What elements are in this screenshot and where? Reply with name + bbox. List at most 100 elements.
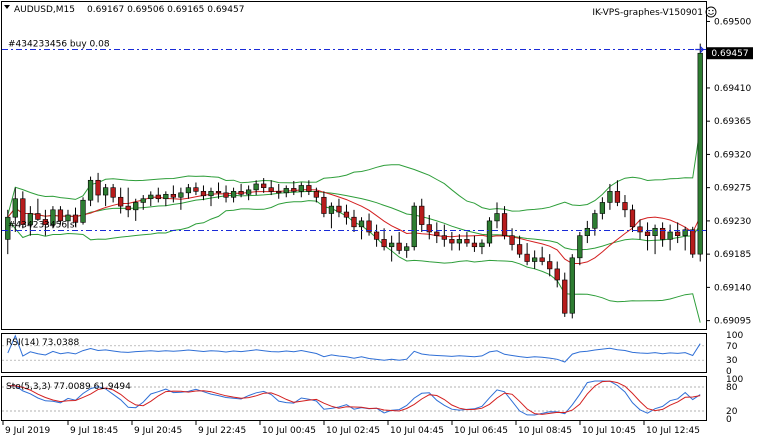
candle xyxy=(336,198,342,218)
price-tick-label: 0.69320 xyxy=(714,150,751,160)
time-tick-label: 9 Jul 20:45 xyxy=(134,426,182,436)
candle xyxy=(577,231,583,266)
candle xyxy=(306,180,312,196)
price-tick-label: 0.69275 xyxy=(714,184,751,194)
candle xyxy=(501,206,508,240)
candle xyxy=(87,176,94,207)
candle xyxy=(50,206,56,229)
candle xyxy=(125,187,131,218)
candle xyxy=(426,214,432,240)
candle xyxy=(675,222,681,244)
stoch-label: Sto(5,3,3) 77.0089 61.9494 xyxy=(6,382,131,392)
time-tick-label: 10 Jul 00:45 xyxy=(262,426,316,436)
candle xyxy=(494,202,500,229)
stoch-level-label: 80 xyxy=(726,383,738,393)
candle xyxy=(298,182,304,198)
candle xyxy=(268,180,274,196)
candle xyxy=(193,182,199,196)
candle xyxy=(509,228,515,251)
candle xyxy=(464,231,470,247)
candle xyxy=(57,206,64,225)
candle xyxy=(200,185,207,201)
current-price-tag: 0.69457 xyxy=(707,47,753,60)
candle xyxy=(434,222,440,244)
candle xyxy=(65,209,71,229)
candle xyxy=(366,213,372,236)
candle xyxy=(539,246,545,266)
candle xyxy=(614,180,621,207)
candle xyxy=(170,185,176,203)
candle xyxy=(599,197,606,220)
rsi-level-label: 100 xyxy=(726,331,743,341)
smiley-icon[interactable] xyxy=(705,6,717,18)
price-tick-label: 0.69185 xyxy=(714,250,751,260)
price-tick-label: 0.69365 xyxy=(714,117,751,127)
price-scale: 0.69500 0.69410 0.69365 0.69320 0.69275 0.692… xyxy=(706,17,751,327)
candle xyxy=(690,226,696,258)
candle xyxy=(396,231,402,255)
current-price: 0.69457 xyxy=(711,49,748,59)
main-panel-frame xyxy=(1,1,707,330)
candle xyxy=(223,185,229,203)
candle xyxy=(569,254,575,319)
candle xyxy=(659,222,666,247)
candle xyxy=(133,198,139,221)
buy-arrow-icon xyxy=(695,46,705,53)
candle xyxy=(5,209,11,255)
upper-band xyxy=(7,127,701,216)
candle xyxy=(373,224,380,247)
candle xyxy=(118,187,124,214)
candle xyxy=(245,185,252,201)
candle xyxy=(110,183,116,203)
candles xyxy=(5,43,703,319)
candle xyxy=(622,195,628,218)
price-tick-label: 0.69230 xyxy=(714,217,751,227)
candle xyxy=(456,234,463,251)
candle xyxy=(471,235,478,252)
candle xyxy=(524,243,530,266)
rsi-label: RSI(14) 73.0388 xyxy=(6,338,79,348)
stoch-signal-line xyxy=(7,380,701,415)
time-tick-label: 9 Jul 22:45 xyxy=(198,426,246,436)
stoch-grid xyxy=(2,386,706,412)
candle xyxy=(449,231,455,251)
candle xyxy=(155,187,161,203)
candle xyxy=(261,178,267,193)
time-tick-label: 10 Jul 12:45 xyxy=(646,426,700,436)
account-label: IK-VPS-graphes-V150901 xyxy=(592,8,703,18)
price-tick-label: 0.69410 xyxy=(714,84,751,94)
candle xyxy=(389,235,395,262)
candle xyxy=(208,187,214,207)
candle xyxy=(584,220,590,244)
time-axis: 9 Jul 2019 9 Jul 18:45 9 Jul 20:45 9 Jul 22… xyxy=(2,421,700,436)
candle xyxy=(547,254,553,277)
candle xyxy=(313,187,319,203)
candle xyxy=(253,180,259,196)
chart-header: AUDUSD,M15 0.69167 0.69506 0.69165 0.694… xyxy=(4,5,717,18)
rsi-level-label: 70 xyxy=(726,342,738,352)
symbol-label: AUDUSD,M15 xyxy=(14,5,75,15)
price-tick-label: 0.69500 xyxy=(714,17,751,27)
candle xyxy=(42,209,49,236)
rsi-level-label: 30 xyxy=(726,356,738,366)
time-tick-label: 10 Jul 04:45 xyxy=(390,426,444,436)
candle xyxy=(291,181,297,196)
sl-order-label: #434233456 sl xyxy=(8,221,77,231)
collapse-triangle-icon[interactable] xyxy=(4,5,10,9)
time-tick-label: 10 Jul 06:45 xyxy=(454,426,508,436)
rsi-level-label: 0 xyxy=(726,367,732,377)
time-tick-label: 10 Jul 10:45 xyxy=(582,426,636,436)
candle xyxy=(276,183,282,199)
ohlc-values: 0.69167 0.69506 0.69165 0.69457 xyxy=(87,5,244,15)
candle xyxy=(629,204,636,232)
stoch-main-line xyxy=(7,380,701,416)
candle xyxy=(486,217,493,247)
candle xyxy=(283,185,289,198)
candle xyxy=(532,250,538,269)
candle xyxy=(95,172,101,203)
candle xyxy=(682,226,688,251)
candle xyxy=(592,209,598,236)
candle xyxy=(554,261,560,288)
